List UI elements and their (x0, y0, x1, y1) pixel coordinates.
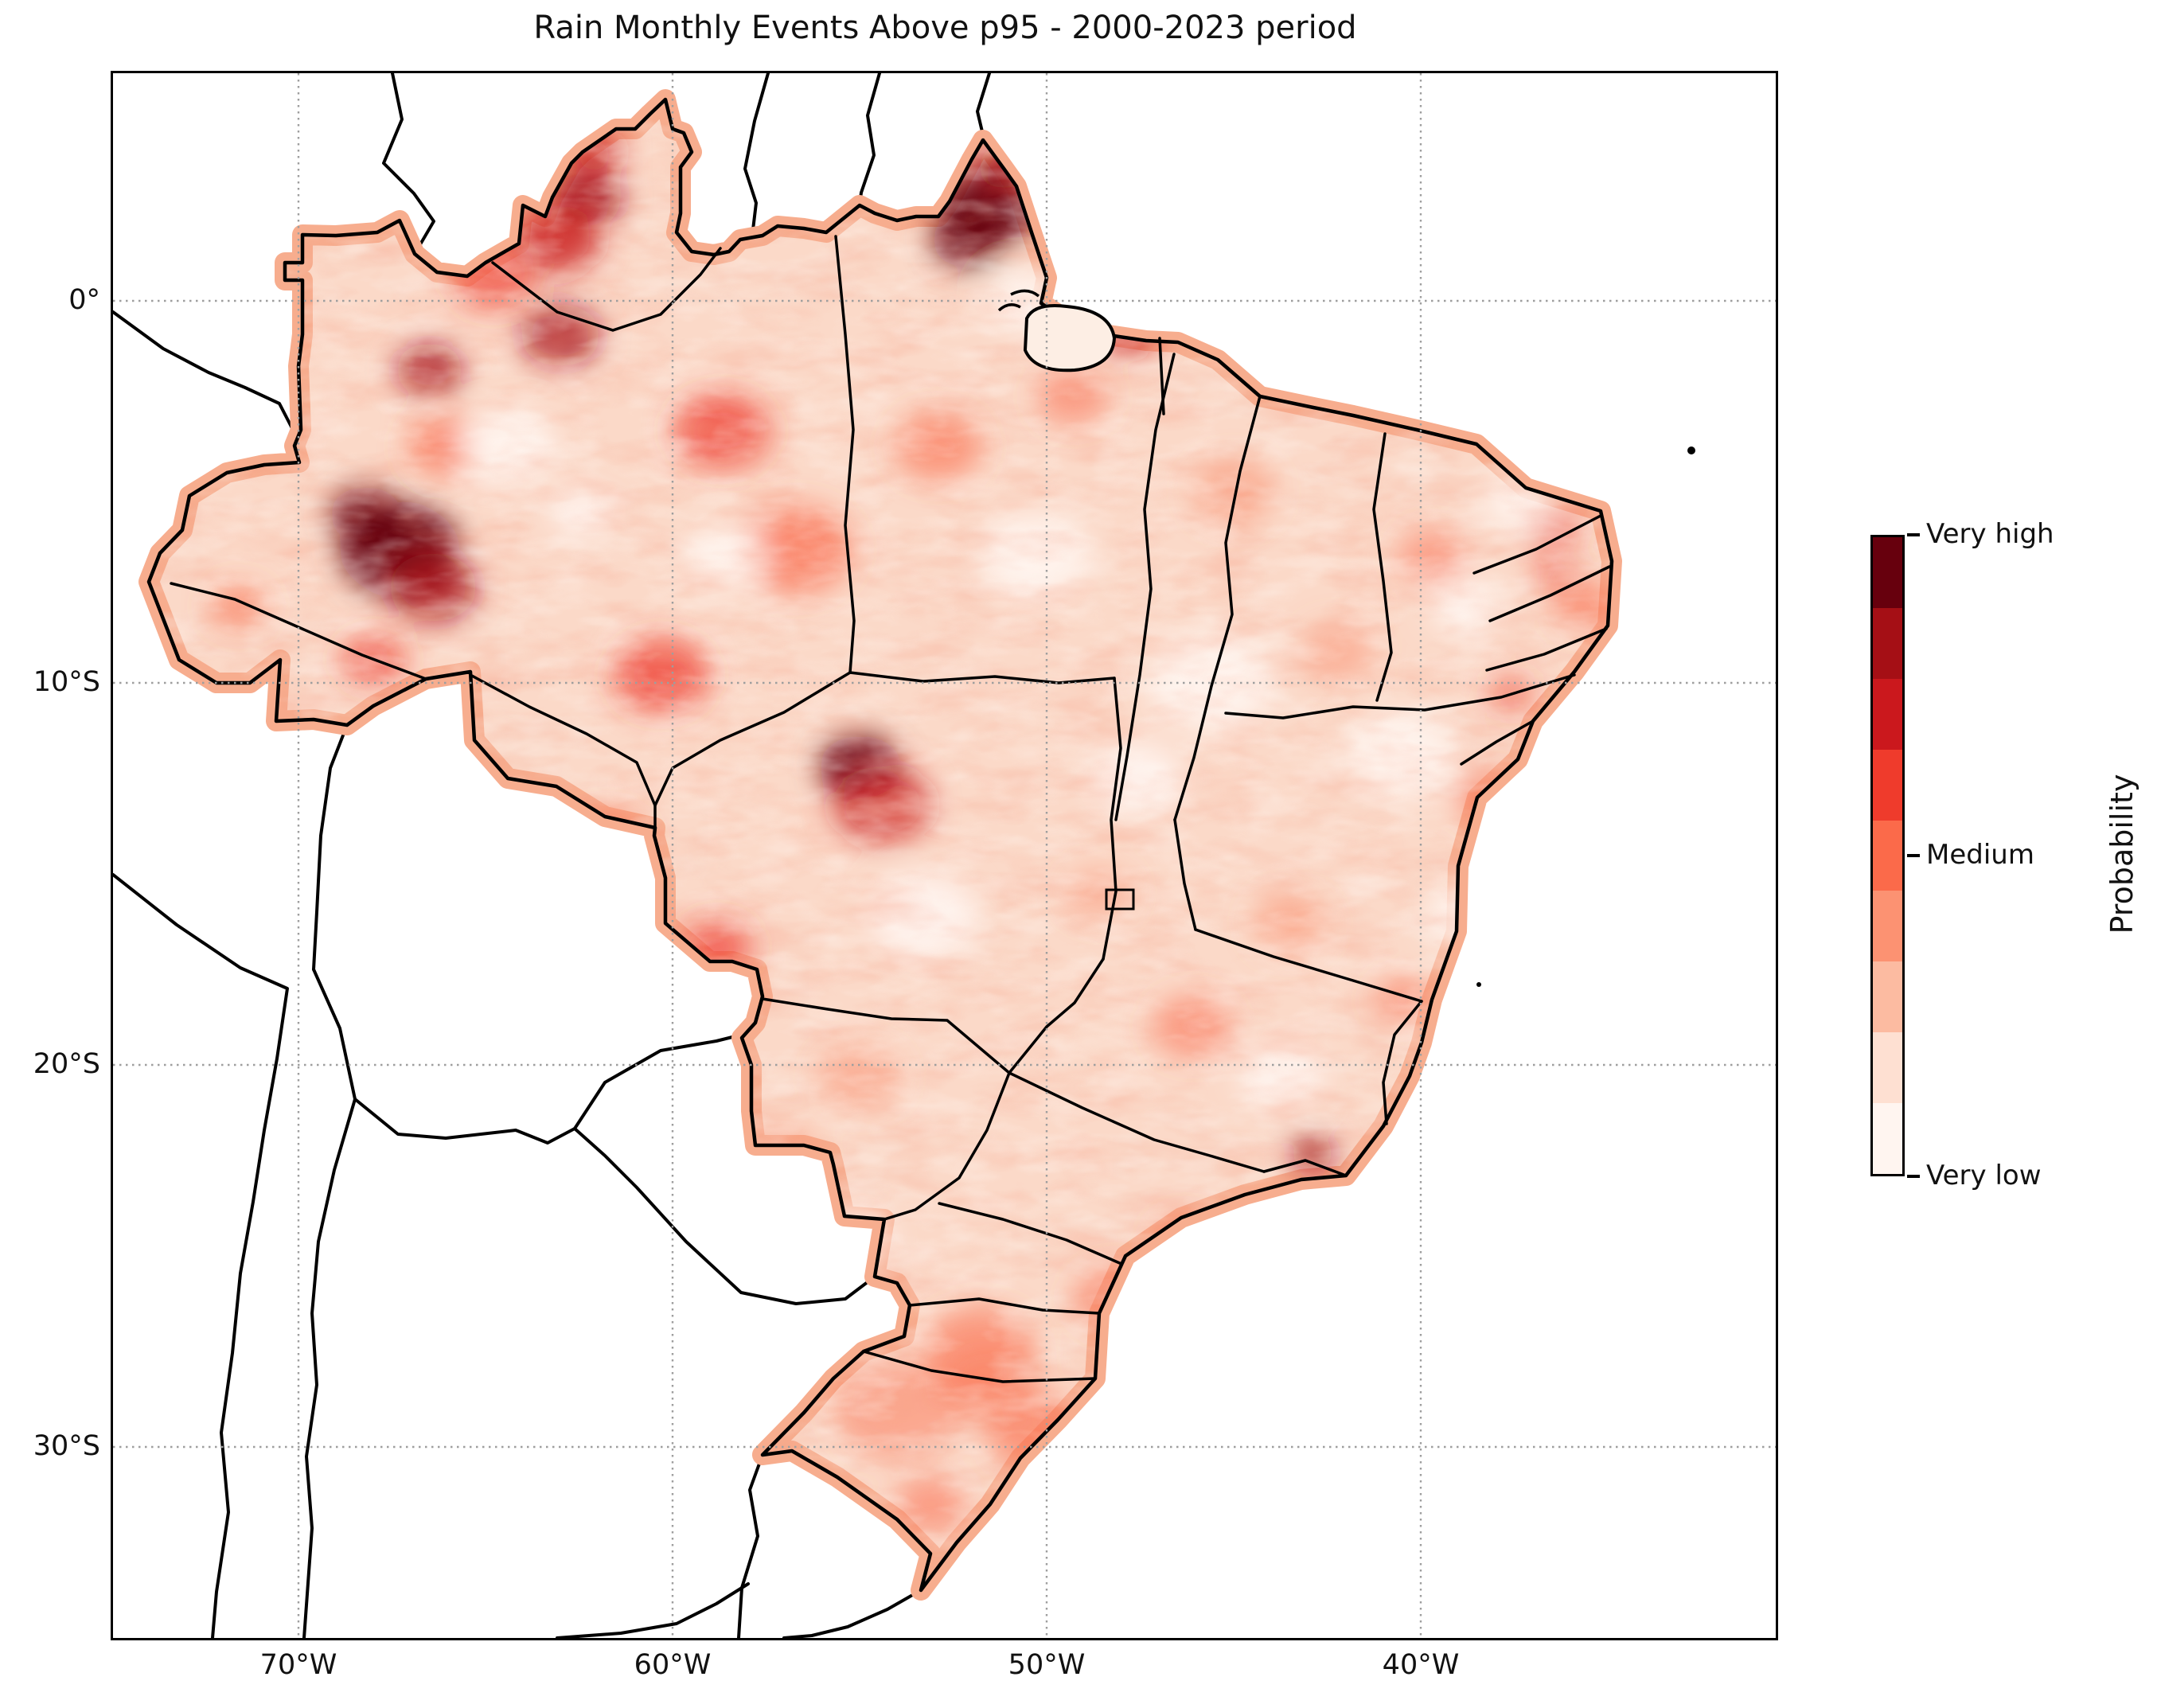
colorbar (1870, 535, 1905, 1176)
colorbar-segment (1873, 891, 1902, 962)
colorbar-segment (1873, 820, 1902, 891)
colorbar-segment (1873, 537, 1902, 608)
x-tick-label: 40°W (1382, 1649, 1460, 1681)
x-tick-label: 70°W (259, 1649, 337, 1681)
abrolhos-island-dot (1476, 982, 1481, 987)
colorbar-segment (1873, 961, 1902, 1033)
x-tick-label: 60°W (634, 1649, 712, 1681)
colorbar-segment (1873, 607, 1902, 679)
graticule (113, 73, 1777, 1640)
colorbar-tick-label: Very low (1926, 1160, 2042, 1191)
chart-title: Rain Monthly Events Above p95 - 2000-202… (533, 10, 1357, 46)
y-tick-label: 0° (68, 284, 100, 316)
plot-frame (111, 71, 1778, 1640)
x-tick-label: 50°W (1008, 1649, 1086, 1681)
distrito-federal-outline (1105, 888, 1135, 911)
map-canvas (113, 73, 1777, 1640)
colorbar-segment (1873, 1103, 1902, 1175)
state-borders (170, 235, 1611, 1383)
colorbar-segment (1873, 678, 1902, 750)
colorbar-tick-mark (1907, 533, 1920, 536)
noronha-island-dot (1687, 446, 1695, 454)
colorbar-tick-mark (1907, 1175, 1920, 1178)
y-tick-label: 20°S (33, 1048, 100, 1080)
colorbar-segment (1873, 749, 1902, 821)
y-tick-label: 10°S (33, 666, 100, 698)
colorbar-title: Probability (2104, 774, 2139, 934)
colorbar-tick-label: Medium (1926, 839, 2034, 871)
colorbar-tick-label: Very high (1926, 518, 2054, 550)
colorbar-segment (1873, 1032, 1902, 1104)
colorbar-tick-mark (1907, 854, 1920, 857)
neighbor-country-borders (113, 73, 991, 1640)
y-tick-label: 30°S (33, 1430, 100, 1462)
